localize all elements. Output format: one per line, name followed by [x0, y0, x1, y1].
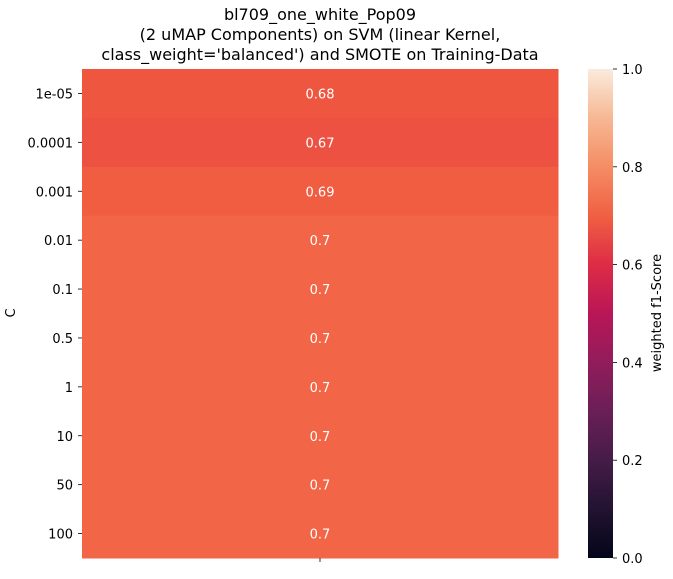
heatmap-cell — [82, 460, 559, 510]
y-tick-label: 10 — [56, 430, 73, 445]
y-tick-label: 1 — [65, 381, 73, 396]
heatmap-cell-label: 0.7 — [310, 381, 331, 396]
colorbar-tick-label: 1.0 — [622, 63, 643, 78]
y-tick-label: 50 — [56, 479, 73, 494]
heatmap-cell — [82, 362, 559, 412]
y-tick-label: 100 — [48, 528, 73, 543]
colorbar-ticks: 0.0 0.2 0.4 0.6 0.8 1.0 — [613, 63, 643, 567]
chart-title: bl709_one_white_Pop09 (2 uMAP Components… — [101, 5, 538, 65]
y-tick-label: 0.5 — [52, 332, 73, 347]
y-tick-label: 1e-05 — [35, 87, 73, 102]
heatmap-cell — [82, 117, 559, 168]
heatmap-cell-label: 0.7 — [310, 479, 331, 494]
title-line-3: class_weight='balanced') and SMOTE on Tr… — [101, 45, 538, 65]
heatmap-cell-label: 0.68 — [306, 87, 335, 102]
heatmap-cell-label: 0.7 — [310, 430, 331, 445]
colorbar-tick-label: 0.8 — [622, 161, 643, 176]
colorbar-tick-label: 0.6 — [622, 259, 643, 274]
title-line-1: bl709_one_white_Pop09 — [224, 5, 416, 25]
y-tick-label: 0.1 — [52, 283, 73, 298]
heatmap-cell — [82, 411, 559, 461]
heatmap-cell-label: 0.7 — [310, 234, 331, 249]
colorbar-tick-label: 0.2 — [622, 454, 643, 469]
heatmap-cell-label: 0.7 — [310, 528, 331, 543]
y-axis-ticks: 1e-05 0.0001 0.001 0.01 0.1 0.5 1 10 50 100 — [28, 87, 82, 543]
heatmap-cell-label: 0.69 — [306, 185, 335, 200]
heatmap-cell — [82, 69, 559, 119]
colorbar-label: weighted f1-Score — [650, 254, 665, 372]
heatmap-cell-label: 0.7 — [310, 283, 331, 298]
heatmap-cell — [82, 313, 559, 363]
heatmap-cell — [82, 215, 559, 266]
heatmap-cell-label: 0.67 — [306, 136, 335, 151]
heatmap-cell — [82, 166, 559, 217]
heatmap-cell-labels: 0.68 0.67 0.69 0.7 0.7 0.7 0.7 0.7 0.7 0.7 — [306, 87, 335, 542]
heatmap-cells — [82, 69, 559, 559]
y-tick-label: 0.01 — [44, 234, 73, 249]
y-tick-label: 0.001 — [36, 185, 73, 200]
heatmap-cell — [82, 264, 559, 314]
colorbar-tick-label: 0.4 — [622, 356, 643, 371]
y-tick-label: 0.0001 — [28, 136, 74, 151]
heatmap-cell — [82, 509, 559, 559]
colorbar-gradient — [588, 69, 613, 558]
heatmap-cell-label: 0.7 — [310, 332, 331, 347]
title-line-2: (2 uMAP Components) on SVM (linear Kerne… — [140, 25, 501, 44]
y-axis-label: C — [4, 308, 19, 317]
colorbar: 0.0 0.2 0.4 0.6 0.8 1.0 weighted f1-Score — [588, 63, 665, 567]
colorbar-tick-label: 0.0 — [622, 552, 643, 567]
